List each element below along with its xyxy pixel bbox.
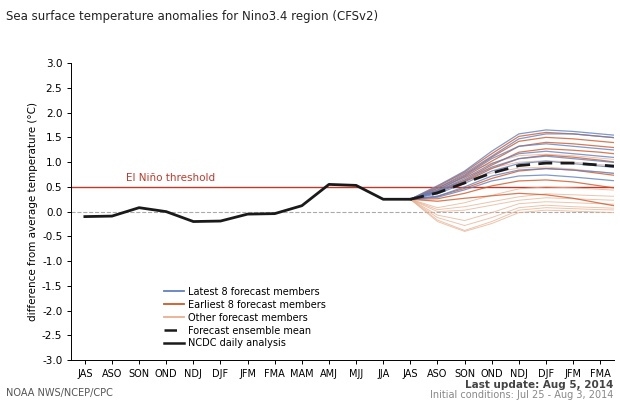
Y-axis label: difference from average temperature (°C): difference from average temperature (°C) — [28, 102, 38, 321]
Legend: Latest 8 forecast members, Earliest 8 forecast members, Other forecast members, : Latest 8 forecast members, Earliest 8 fo… — [160, 283, 330, 352]
Text: NOAA NWS/NCEP/CPC: NOAA NWS/NCEP/CPC — [6, 388, 113, 398]
Text: Sea surface temperature anomalies for Nino3.4 region (CFSv2): Sea surface temperature anomalies for Ni… — [6, 10, 378, 23]
Text: Last update: Aug 5, 2014: Last update: Aug 5, 2014 — [466, 380, 614, 390]
Text: El Niño threshold: El Niño threshold — [125, 173, 215, 184]
Text: Initial conditions: Jul 25 - Aug 3, 2014: Initial conditions: Jul 25 - Aug 3, 2014 — [430, 389, 614, 400]
